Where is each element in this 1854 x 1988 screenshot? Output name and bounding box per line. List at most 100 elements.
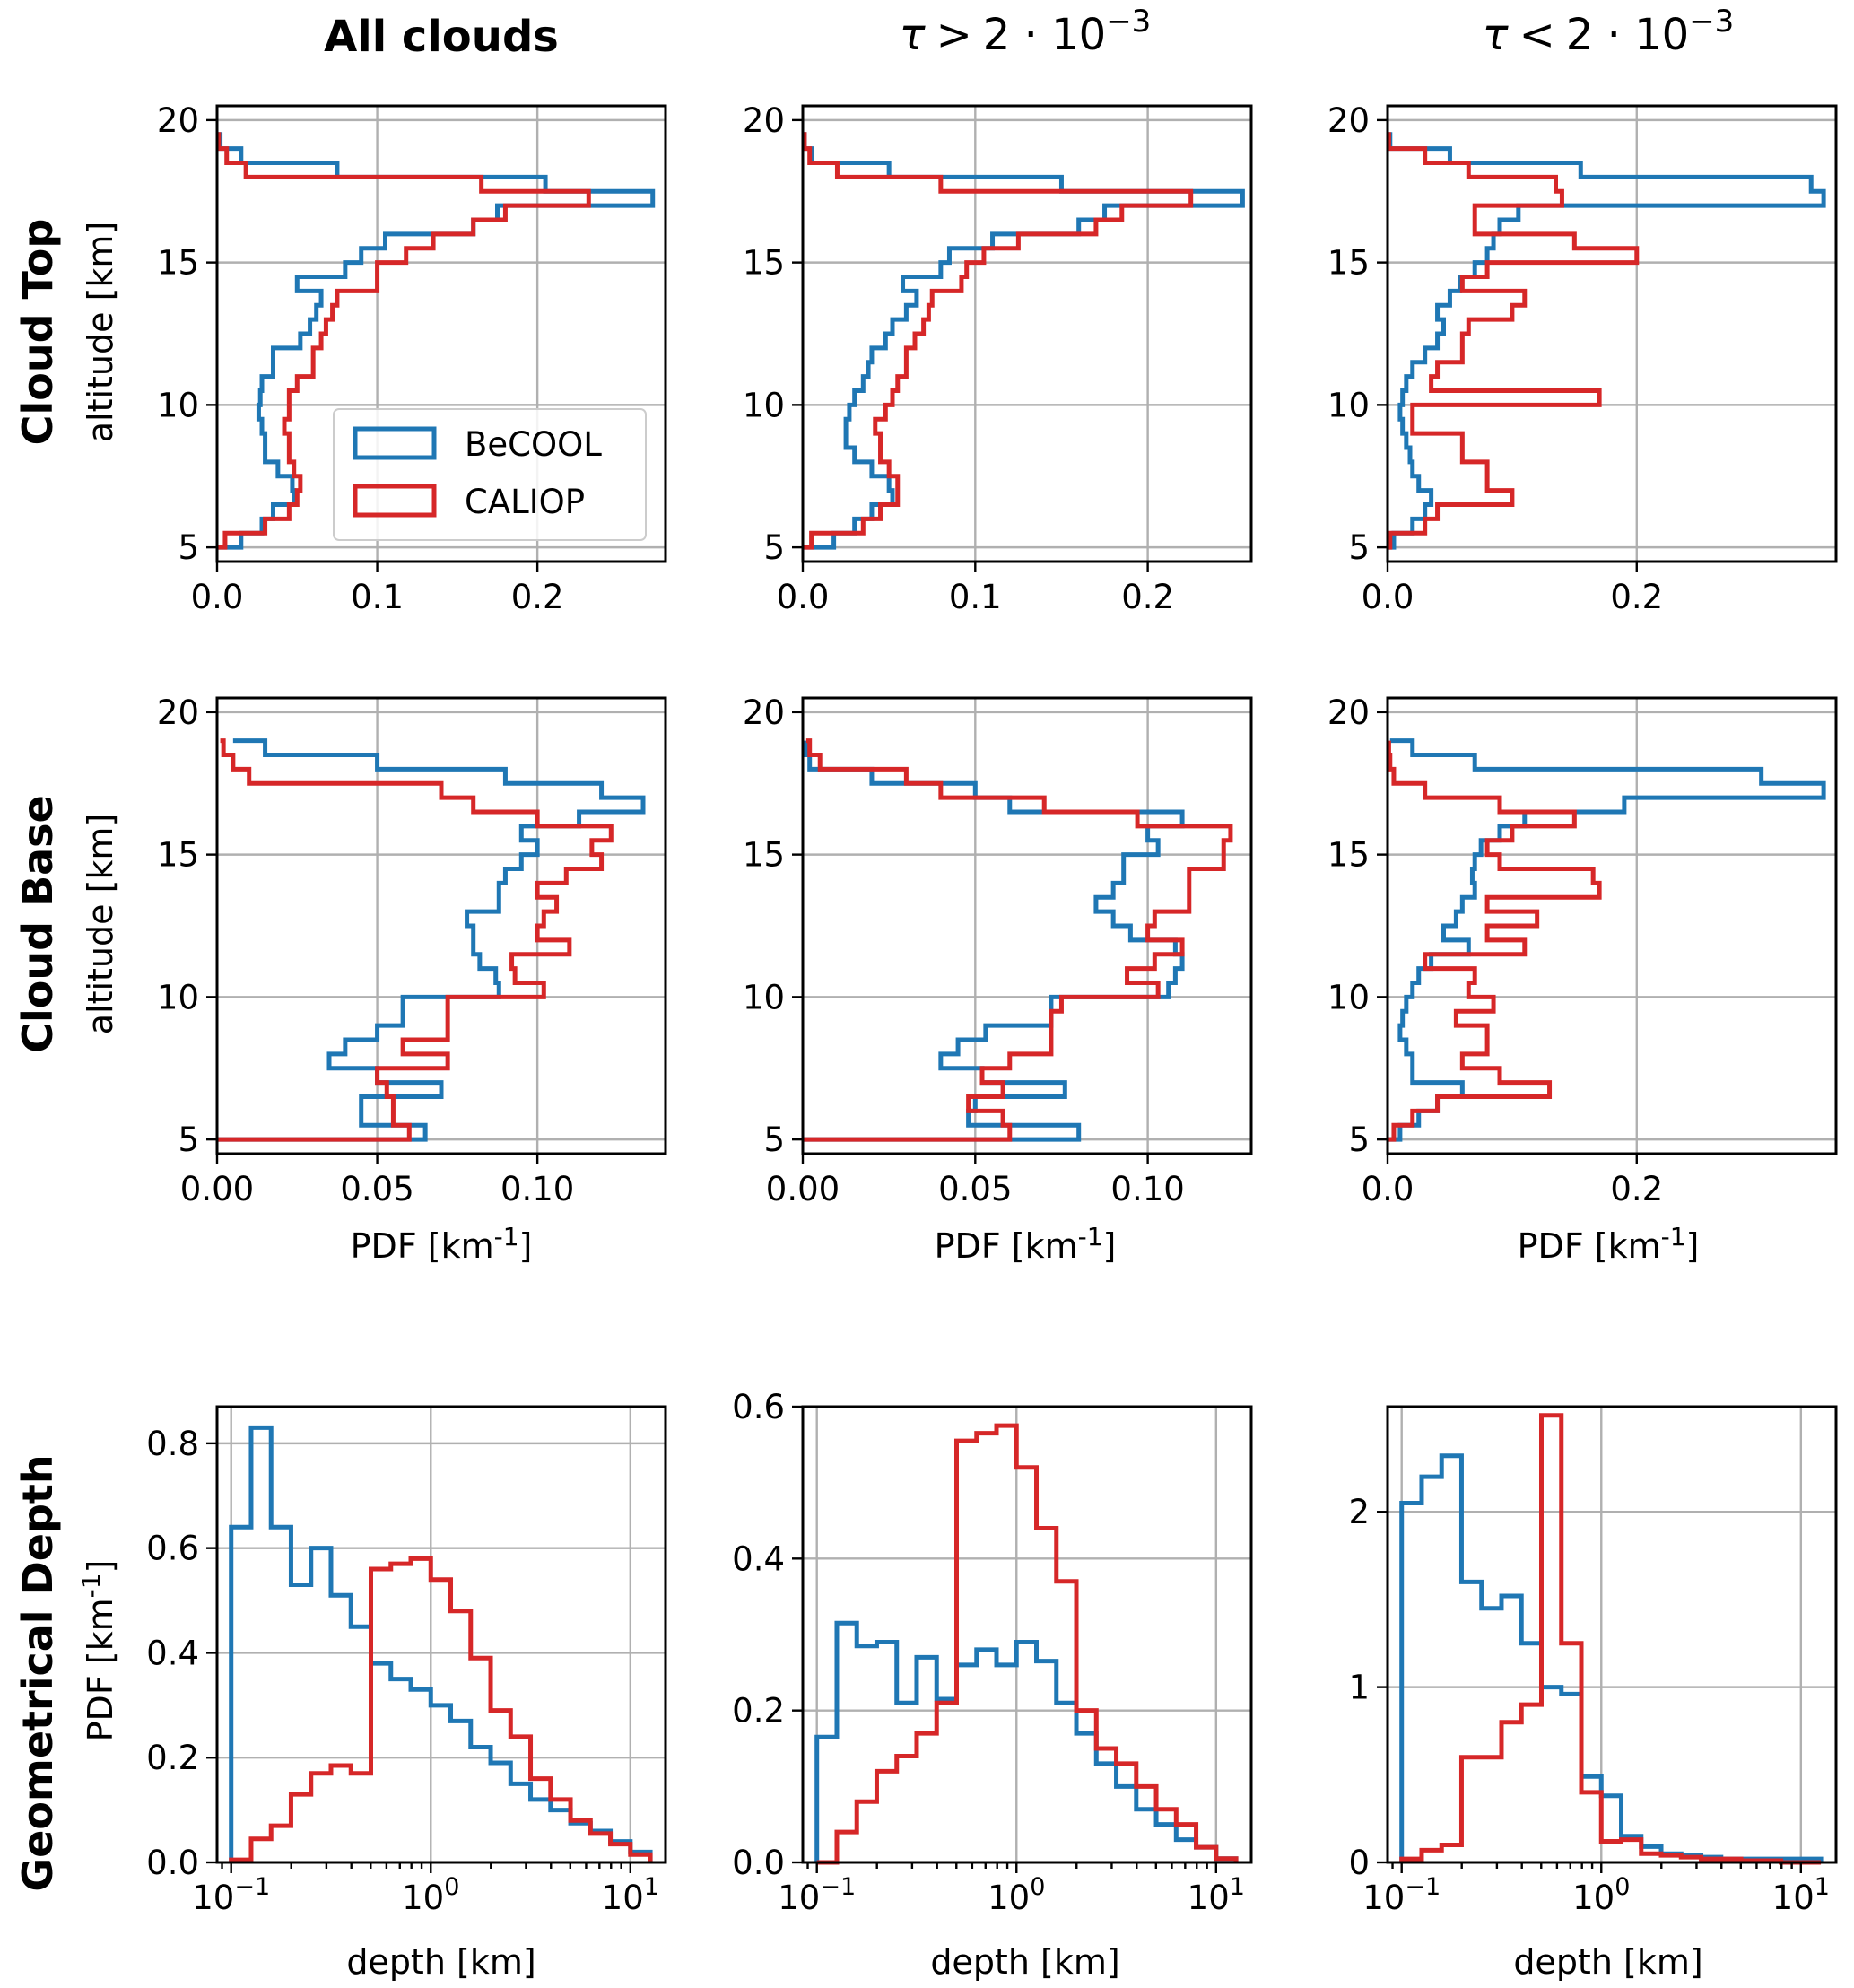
- panel-depth-all: 10−1 100 101 0.0 0.2 0.4 0.6 0.8: [146, 1405, 667, 1917]
- x-tick-label: 0.0: [1362, 578, 1414, 616]
- y-tick-label: 0.0: [732, 1844, 785, 1882]
- series-becool-base-lt: [1388, 738, 1826, 1142]
- legend-label-becool: BeCOOL: [465, 425, 602, 464]
- column-title-all-clouds: All clouds: [324, 12, 559, 62]
- series-becool-top-gt: [802, 132, 1245, 550]
- x-tick-label: 0.2: [1610, 578, 1663, 616]
- panel-top-lt: 0.0 0.2 5 10 15 20: [1327, 101, 1838, 616]
- y-tick-label: 20: [157, 101, 199, 140]
- y-tick-label: 0.2: [146, 1739, 199, 1777]
- series-caliop-depth-lt: [1399, 1413, 1822, 1865]
- xlabel-base-gt: PDF [km-1]: [935, 1222, 1117, 1266]
- axes-frame: [1386, 104, 1838, 563]
- y-tick-label: 0.2: [732, 1692, 785, 1731]
- y-tick-label: 15: [1327, 836, 1370, 875]
- axes-frame: [801, 1405, 1253, 1864]
- y-tick-label: 0.0: [146, 1844, 199, 1882]
- axes-frame: [215, 1405, 667, 1864]
- x-tick-label: 101: [602, 1873, 659, 1917]
- x-tick-label: 10−1: [778, 1873, 856, 1917]
- y-tick-label: 15: [1327, 244, 1370, 283]
- y-tick-label: 0: [1348, 1844, 1370, 1882]
- axes-frame: [801, 104, 1253, 563]
- series-becool-depth-all: [229, 1425, 653, 1862]
- y-tick-label: 10: [1327, 978, 1370, 1016]
- ylabel-cloud-base: altitude [km]: [81, 814, 120, 1035]
- x-tick-label: 100: [988, 1873, 1045, 1917]
- x-tick-label: 0.05: [938, 1170, 1012, 1208]
- x-tick-label: 0.10: [1110, 1170, 1184, 1208]
- series-caliop-base-lt: [1386, 740, 1602, 1142]
- legend-box: [333, 408, 647, 541]
- x-tick-label: 100: [402, 1873, 459, 1917]
- x-tick-label: 0.1: [351, 578, 404, 616]
- axes-frame: [1386, 1405, 1838, 1864]
- series-becool-base-all: [217, 738, 646, 1142]
- xlabel-base-all: PDF [km-1]: [351, 1222, 533, 1266]
- legend: BeCOOL CALIOP: [333, 408, 647, 541]
- series-caliop-base-all: [217, 738, 614, 1142]
- y-tick-label: 5: [178, 1120, 199, 1159]
- series-caliop-depth-gt: [816, 1423, 1239, 1865]
- x-tick-label: 0.2: [511, 578, 564, 616]
- x-tick-label: 0.1: [949, 578, 1002, 616]
- y-tick-label: 10: [157, 386, 199, 424]
- series-becool-depth-gt: [814, 1620, 1239, 1862]
- x-tick-label: 0.0: [1362, 1170, 1414, 1208]
- panel-top-gt: 0.0 0.1 0.2 5 10 15 20: [743, 101, 1253, 616]
- row-title-cloud-base: Cloud Base: [13, 795, 62, 1053]
- axes-frame: [1386, 696, 1838, 1155]
- series-caliop-top-lt: [1386, 132, 1640, 550]
- y-tick-label: 20: [157, 693, 199, 732]
- y-tick-label: 20: [1327, 101, 1370, 140]
- series-becool-top-lt: [1388, 132, 1826, 550]
- series-becool-depth-lt: [1399, 1453, 1824, 1862]
- x-tick-label: 0.10: [500, 1170, 574, 1208]
- panel-base-all: 0.00 0.05 0.10 5 10 15 20: [157, 693, 667, 1208]
- y-tick-label: 5: [763, 528, 785, 567]
- series-caliop-depth-all: [229, 1556, 653, 1862]
- y-tick-label: 0.6: [146, 1530, 199, 1568]
- y-tick-label: 20: [1327, 693, 1370, 732]
- x-tick-label: 101: [1188, 1873, 1245, 1917]
- x-tick-label: 0.00: [766, 1170, 840, 1208]
- panel-depth-gt: 10−1 100 101 0.0 0.2 0.4 0.6: [732, 1388, 1253, 1917]
- legend-label-caliop: CALIOP: [465, 483, 585, 521]
- y-tick-label: 10: [1327, 386, 1370, 424]
- panel-base-gt: 0.00 0.05 0.10 5 10 15 20: [743, 693, 1253, 1208]
- xlabel-depth-gt: depth [km]: [930, 1942, 1119, 1982]
- series-caliop-top-all: [216, 132, 591, 550]
- y-tick-label: 10: [157, 978, 199, 1016]
- x-tick-label: 10−1: [192, 1873, 270, 1917]
- xlabel-depth-lt: depth [km]: [1513, 1942, 1702, 1982]
- y-tick-label: 2: [1348, 1493, 1370, 1531]
- x-tick-label: 101: [1772, 1873, 1830, 1917]
- ylabel-cloud-top: altitude [km]: [81, 222, 120, 443]
- x-tick-label: 0.0: [777, 578, 830, 616]
- y-tick-label: 0.4: [732, 1539, 785, 1578]
- y-tick-label: 10: [743, 978, 785, 1016]
- y-tick-label: 0.4: [146, 1634, 199, 1672]
- row-title-geometrical-depth: Geometrical Depth: [13, 1454, 62, 1891]
- column-title-tau-less: τ <2 · 10−3: [1483, 4, 1735, 60]
- x-tick-label: 100: [1572, 1873, 1630, 1917]
- panel-base-lt: 0.0 0.2 5 10 15 20: [1327, 693, 1838, 1208]
- series-becool-top-all: [217, 132, 656, 550]
- column-title-tau-greater: τ >2 · 10−3: [900, 4, 1152, 60]
- y-tick-label: 20: [743, 101, 785, 140]
- y-tick-label: 5: [1348, 528, 1370, 567]
- x-tick-label: 0.05: [340, 1170, 413, 1208]
- y-tick-label: 15: [157, 244, 199, 283]
- axes-frame: [801, 696, 1253, 1155]
- y-tick-label: 1: [1348, 1669, 1370, 1707]
- legend-swatch-becool: [353, 426, 437, 460]
- x-tick-label: 0.00: [180, 1170, 254, 1208]
- series-caliop-top-gt: [802, 132, 1194, 550]
- row-title-cloud-top: Cloud Top: [13, 219, 62, 446]
- ylabel-depth-pdf: PDF [km-1]: [76, 1560, 120, 1742]
- y-tick-label: 0.6: [732, 1388, 785, 1426]
- y-tick-label: 5: [763, 1120, 785, 1159]
- series-caliop-base-gt: [803, 738, 1233, 1142]
- y-tick-label: 5: [1348, 1120, 1370, 1159]
